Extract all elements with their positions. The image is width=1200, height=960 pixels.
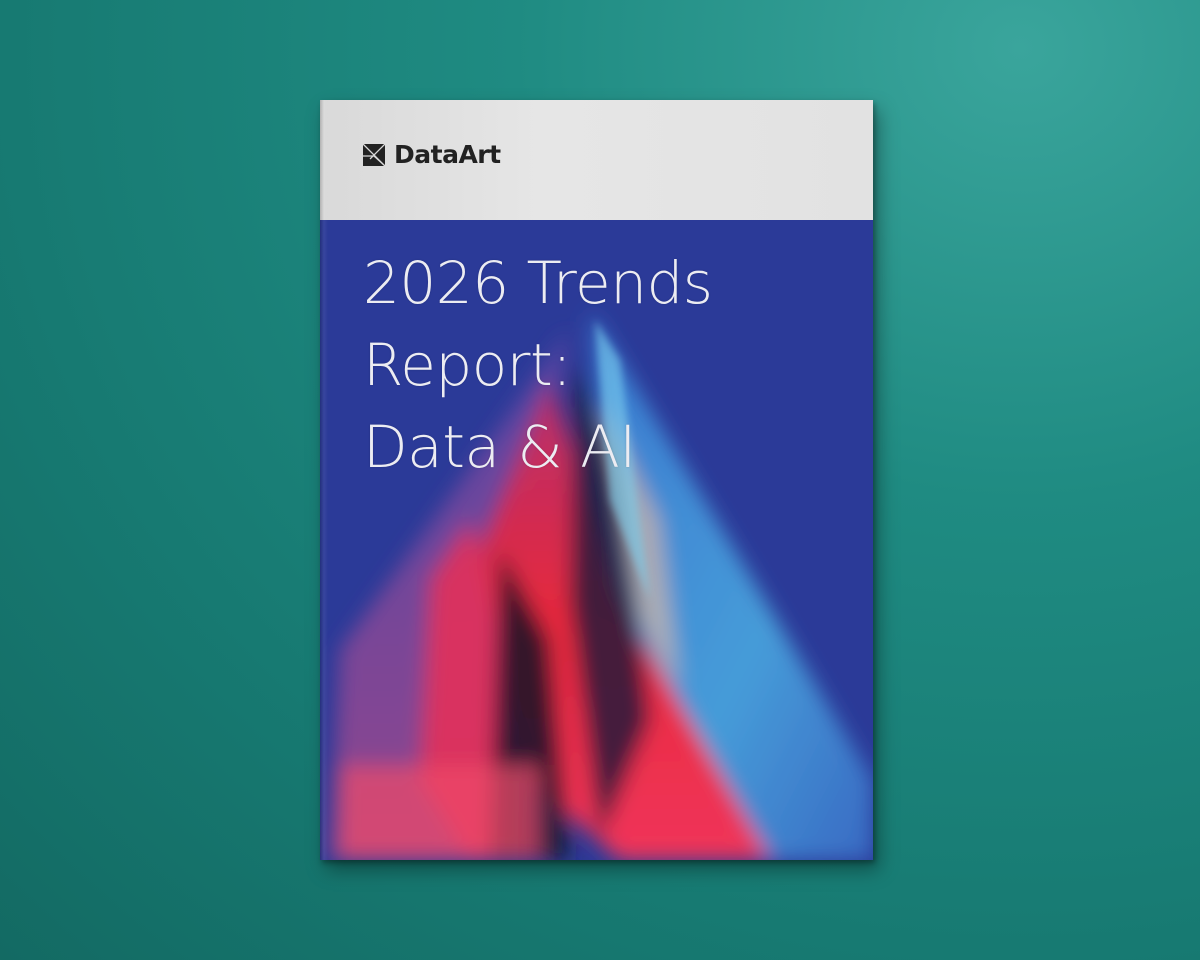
title-line-2: Report: [363, 331, 572, 399]
report-book: DataArt [320, 100, 873, 860]
brand-name: DataArt [394, 140, 501, 169]
title-line-3: Data & AI [363, 413, 636, 481]
art-shapes [330, 310, 873, 860]
cover-top-band: DataArt [320, 100, 873, 220]
cover-artwork: 2026 Trends Report: Data & AI [320, 220, 873, 860]
brand-logo: DataArt [362, 140, 501, 169]
report-title: 2026 Trends Report: Data & AI [363, 242, 713, 488]
dataart-logo-icon [362, 143, 386, 166]
abstract-prism-art [330, 310, 873, 860]
title-line-1: 2026 Trends [363, 249, 713, 317]
book-spine-shading [320, 100, 328, 860]
